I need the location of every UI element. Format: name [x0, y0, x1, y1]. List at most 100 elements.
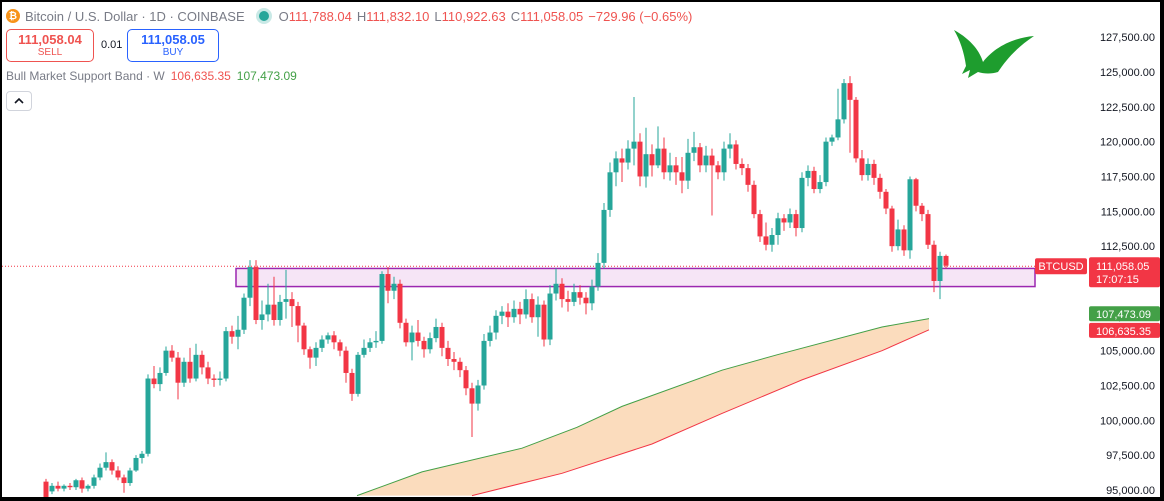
price-axis-tick-label: 115,000.00 [1101, 206, 1155, 218]
candle-body [643, 154, 649, 177]
candle-body [637, 141, 643, 177]
candle-body [781, 218, 787, 223]
candle-body [169, 350, 175, 358]
candle-body [793, 214, 799, 229]
candle-body [229, 331, 235, 337]
candle-body [853, 99, 859, 159]
candle-body [619, 158, 625, 163]
candle-body [463, 370, 469, 389]
candle-body [625, 148, 631, 163]
candle-body [799, 177, 805, 229]
candle-body [517, 308, 523, 315]
symbol-title[interactable]: Bitcoin / U.S. Dollar · 1D · COINBASE [25, 8, 245, 24]
ohlc-values: O111,788.04 H111,832.10 L110,922.63 C111… [279, 9, 693, 24]
last-price-tag-value: 111,058.05 [1096, 261, 1149, 273]
candle-body [721, 148, 727, 173]
candle-body [145, 378, 151, 454]
candle-body [751, 184, 757, 215]
candle-body [571, 292, 577, 302]
candle-body [283, 299, 289, 302]
candle-body [703, 155, 709, 166]
candle-body [217, 378, 223, 380]
price-axis-tick-label: 117,500.00 [1101, 171, 1155, 183]
bird-logo-icon [954, 30, 1034, 78]
candle-body [739, 163, 745, 169]
symbol-tag-bg [1035, 258, 1087, 275]
candle-body [631, 141, 637, 149]
candle-body [439, 326, 445, 348]
candle-body [715, 165, 721, 173]
candle-body [883, 191, 889, 209]
price-axis-tick-label: 97,500.00 [1106, 450, 1155, 462]
collapse-legend-button[interactable] [6, 91, 32, 111]
candle-body [649, 154, 655, 166]
candle-body [541, 304, 547, 340]
price-axis-tick-label: 105,000.00 [1100, 346, 1155, 358]
symbol-tag-label: BTCUSD [1038, 261, 1083, 273]
candle-body [829, 137, 835, 142]
candle-body [817, 182, 823, 190]
candle-body [847, 83, 853, 100]
candle-body [445, 347, 451, 360]
open-key: O [278, 8, 289, 24]
candle-body [745, 168, 751, 185]
candle-body [859, 158, 865, 176]
indicator-value-green: 107,473.09 [236, 69, 297, 83]
candle-body [373, 340, 379, 343]
candle-body [595, 262, 601, 287]
candle-body [523, 299, 529, 315]
candle-body [733, 144, 739, 164]
candle-body [43, 481, 49, 497]
sell-price: 111,058.04 [18, 32, 82, 47]
candle-body [787, 214, 793, 223]
band-upper-price-tag-bg [1089, 306, 1160, 322]
candle-body [73, 480, 79, 488]
candle-body [61, 485, 67, 489]
candle-body [559, 283, 565, 300]
candle-body [673, 165, 679, 173]
candle-body [919, 205, 925, 215]
candle-body [151, 378, 157, 385]
buy-button[interactable]: 111,058.05 BUY [127, 29, 219, 62]
price-axis-tick-label: 95,000.00 [1106, 485, 1155, 497]
candle-body [823, 141, 829, 183]
candle-body [205, 367, 211, 379]
candle-body [199, 354, 205, 368]
candle-body [331, 335, 337, 343]
candle-body [583, 297, 589, 304]
candle-body [487, 332, 493, 341]
support-band-fill [357, 318, 929, 496]
candle-body [349, 372, 355, 394]
candle-body [97, 467, 103, 478]
candle-body [775, 218, 781, 236]
candle-body [655, 148, 661, 166]
last-price-tag-bg [1089, 257, 1160, 288]
candle-body [895, 229, 901, 247]
band-lower-price-tag: 106,635.35 [1096, 326, 1151, 338]
candle-body [127, 470, 133, 484]
candle-body [691, 147, 697, 153]
price-axis-tick-label: 125,000.00 [1100, 67, 1155, 79]
candle-body [253, 267, 259, 321]
candle-body [379, 274, 385, 341]
candle-body [115, 470, 121, 478]
indicator-legend[interactable]: Bull Market Support Band · W 106,635.35 … [6, 69, 297, 83]
candle-body [727, 144, 733, 149]
price-axis-tick-label: 100,000.00 [1100, 415, 1155, 427]
candle-body [841, 83, 847, 120]
candle-body [871, 163, 877, 178]
low-value: 110,922.63 [441, 8, 506, 24]
last-price-countdown: 17:07:15 [1096, 274, 1139, 286]
candle-body [535, 304, 541, 318]
candle-body [343, 350, 349, 373]
candle-body [565, 299, 571, 302]
candle-body [697, 147, 703, 166]
sell-label: SELL [37, 47, 63, 58]
sell-button[interactable]: 111,058.04 SELL [6, 29, 94, 62]
candle-body [613, 158, 619, 173]
candle-body [211, 378, 217, 380]
price-axis-tick-label: 120,000.00 [1100, 137, 1155, 149]
candle-body [79, 480, 85, 489]
candle-body [433, 326, 439, 339]
